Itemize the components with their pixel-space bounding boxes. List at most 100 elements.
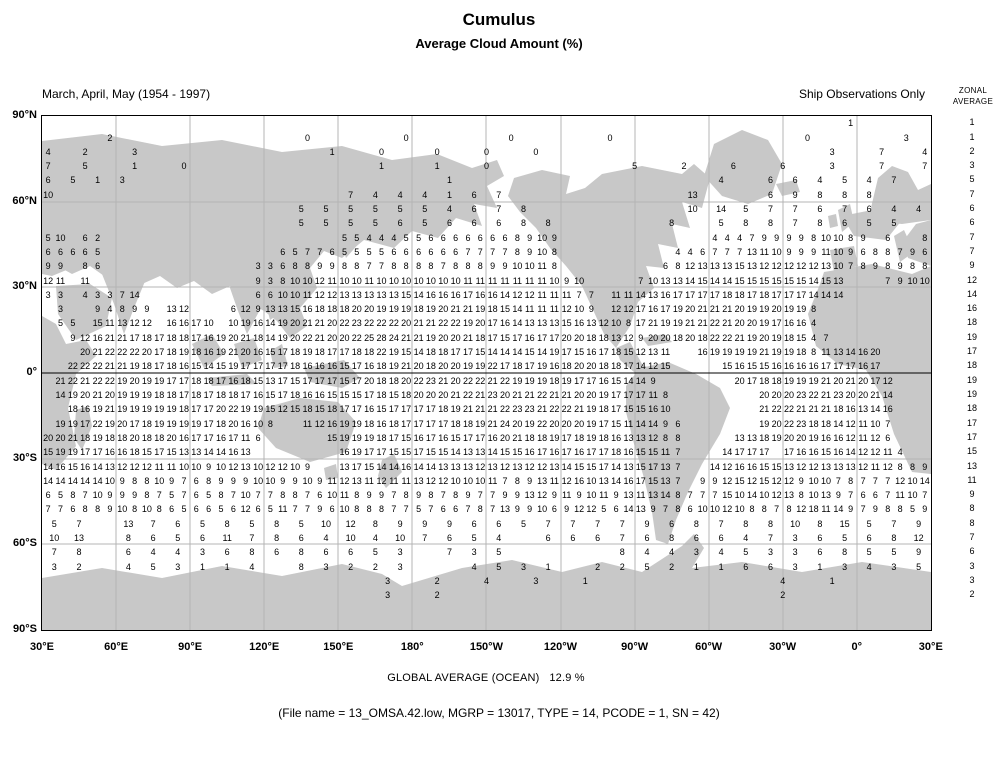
- grid-value: 17: [746, 375, 758, 386]
- grid-value: 10: [549, 275, 560, 286]
- grid-value: 22: [117, 347, 128, 357]
- grid-value: 5: [348, 218, 354, 229]
- grid-value: 14: [919, 475, 930, 486]
- grid-value: 7: [767, 533, 774, 543]
- grid-value: 7: [391, 490, 397, 501]
- grid-value: 7: [57, 504, 64, 515]
- grid-value: 13: [351, 289, 362, 300]
- grid-value: 6: [206, 504, 212, 515]
- grid-value: 4: [323, 533, 329, 543]
- grid-value: 20: [771, 418, 782, 429]
- grid-value: 12: [117, 461, 128, 472]
- grid-value: 14: [413, 461, 424, 472]
- grid-value: 9: [564, 504, 570, 515]
- grid-value: 14: [833, 418, 844, 429]
- grid-value: 20: [401, 375, 412, 386]
- grid-value: 11: [488, 475, 498, 486]
- grid-value: 14: [833, 504, 844, 515]
- grid-value: 4: [82, 289, 88, 300]
- grid-value: 15: [339, 390, 350, 400]
- grid-value: 5: [169, 490, 175, 501]
- grid-value: 9: [848, 246, 854, 257]
- grid-value: 14: [512, 304, 523, 315]
- grid-value: 21: [648, 318, 659, 329]
- grid-value: 15: [512, 447, 523, 458]
- grid-value: 11: [537, 304, 547, 315]
- grid-value: 9: [527, 475, 533, 486]
- grid-value: 21: [808, 404, 819, 415]
- grid-value: 1: [718, 561, 724, 572]
- grid-value: 5: [57, 318, 64, 329]
- grid-value: 9: [916, 547, 922, 558]
- grid-value: 16: [858, 361, 869, 372]
- grid-value: 13: [240, 447, 251, 458]
- lon-tick-label: 30°W: [769, 641, 797, 653]
- grid-value: 7: [428, 504, 434, 515]
- grid-value: 11: [537, 261, 547, 272]
- grid-value: 15: [450, 432, 461, 443]
- grid-value: 12: [228, 461, 239, 472]
- grid-value: 4: [175, 547, 181, 558]
- grid-value: 17: [425, 404, 436, 415]
- grid-value: 21: [413, 332, 424, 343]
- grid-value: 5: [644, 561, 650, 572]
- grid-value: 21: [820, 375, 832, 386]
- grid-value: 21: [228, 347, 239, 357]
- grid-value: 4: [743, 533, 749, 543]
- zonal-average-value: 19: [966, 374, 978, 385]
- grid-value: 19: [672, 304, 683, 315]
- grid-value: 9: [416, 490, 422, 501]
- grid-value: 19: [129, 404, 140, 415]
- grid-value: 7: [675, 475, 681, 486]
- grid-value: 1: [224, 561, 230, 572]
- grid-value: 4: [391, 232, 397, 243]
- grid-value: 9: [119, 490, 125, 501]
- grid-value: 17: [598, 418, 609, 429]
- grid-value: 8: [292, 490, 298, 501]
- grid-value: 15: [401, 447, 412, 458]
- grid-value: 5: [422, 218, 428, 229]
- grid-value: 20: [450, 332, 461, 343]
- grid-value: 10: [401, 275, 412, 286]
- grid-value: 6: [842, 218, 848, 229]
- grid-value: 18: [462, 418, 474, 429]
- grid-value: 21: [92, 390, 103, 400]
- grid-value: 14: [203, 447, 214, 458]
- grid-value: 5: [866, 547, 872, 558]
- grid-value: 18: [80, 432, 91, 443]
- grid-value: 17: [339, 347, 350, 357]
- grid-value: 20: [586, 390, 597, 400]
- grid-value: 19: [783, 375, 795, 386]
- grid-value: 6: [551, 504, 557, 515]
- grid-value: 18: [438, 404, 449, 415]
- grid-value: 20: [858, 390, 869, 400]
- grid-value: 15: [623, 347, 634, 357]
- grid-value: 1: [132, 161, 138, 172]
- grid-value: 10: [92, 490, 103, 501]
- grid-value: 12: [339, 475, 350, 486]
- grid-value: 17: [746, 447, 758, 458]
- grid-value: 8: [428, 261, 434, 272]
- grid-value: 11: [648, 390, 658, 400]
- grid-value: 7: [792, 204, 798, 214]
- grid-value: 8: [82, 504, 88, 515]
- grid-value: 18: [808, 418, 819, 429]
- zonal-average-value: 5: [969, 174, 975, 185]
- grid-value: 14: [845, 347, 856, 357]
- grid-value: 15: [499, 332, 511, 343]
- grid-value: 8: [675, 261, 681, 272]
- grid-value: 15: [759, 361, 770, 372]
- grid-value: 21: [759, 347, 770, 357]
- grid-value: 10: [771, 246, 782, 257]
- grid-value: 7: [885, 275, 891, 286]
- grid-value: 8: [922, 232, 928, 243]
- grid-value: 20: [327, 332, 338, 343]
- grid-value: 10: [574, 275, 585, 286]
- grid-value: 18: [290, 390, 301, 400]
- grid-value: 14: [376, 461, 387, 472]
- grid-value: 11: [537, 275, 547, 286]
- grid-value: 13: [117, 318, 128, 329]
- grid-value: 15: [783, 275, 795, 286]
- grid-value: 20: [413, 361, 424, 372]
